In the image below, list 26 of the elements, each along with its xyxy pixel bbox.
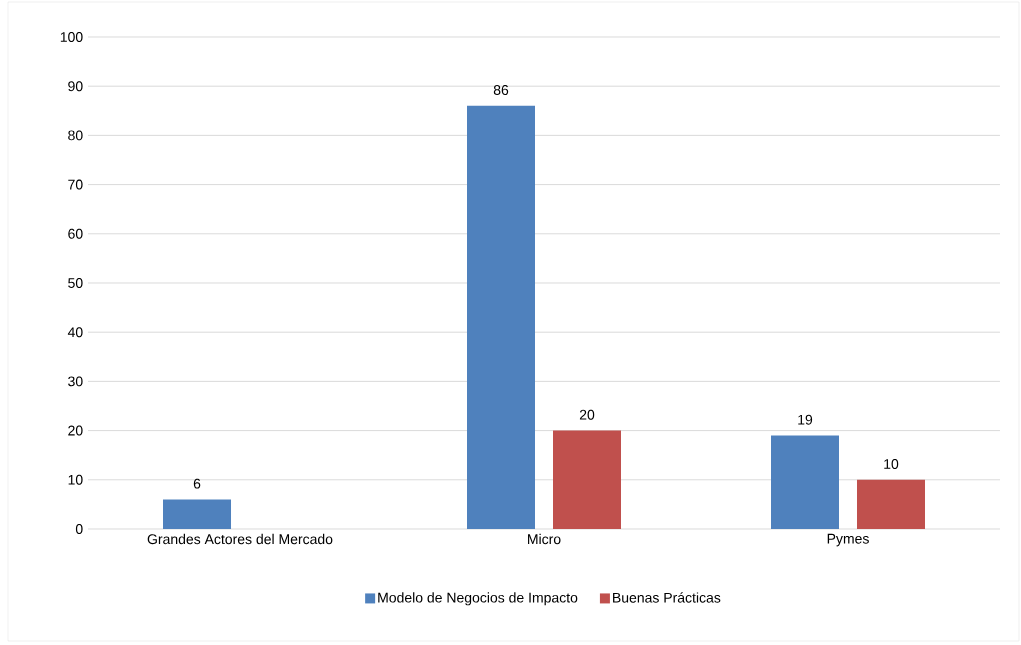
- y-tick-label: 0: [75, 524, 83, 534]
- y-tick-label: 80: [68, 130, 83, 141]
- bar: [771, 435, 839, 529]
- legend-label: Modelo de Negocios de Impacto: [378, 592, 578, 606]
- y-tick-label: 90: [68, 81, 83, 92]
- y-tick-label: 10: [68, 474, 83, 485]
- data-label: 19: [798, 414, 813, 425]
- data-label: 6: [193, 478, 201, 489]
- bar: [857, 479, 925, 529]
- y-tick-label: 40: [67, 327, 83, 338]
- x-tick-label: Micro: [528, 533, 561, 545]
- y-tick-label: 70: [68, 179, 83, 190]
- legend-label: Buenas Prácticas: [613, 592, 721, 603]
- y-tick-label: 100: [60, 32, 83, 42]
- x-tick-label: Grandes Actores del Mercado: [147, 533, 333, 545]
- bar: [163, 499, 232, 529]
- y-tick-label: 60: [68, 228, 83, 239]
- data-label: 20: [579, 409, 595, 420]
- data-label: 86: [493, 85, 509, 96]
- y-tick-label: 50: [68, 278, 83, 288]
- data-label: 10: [884, 459, 899, 469]
- bar: [553, 430, 621, 529]
- x-tick-label: Pymes: [827, 533, 869, 547]
- bar: [467, 105, 535, 529]
- y-tick-label: 20: [68, 425, 83, 436]
- y-tick-label: 30: [68, 376, 83, 387]
